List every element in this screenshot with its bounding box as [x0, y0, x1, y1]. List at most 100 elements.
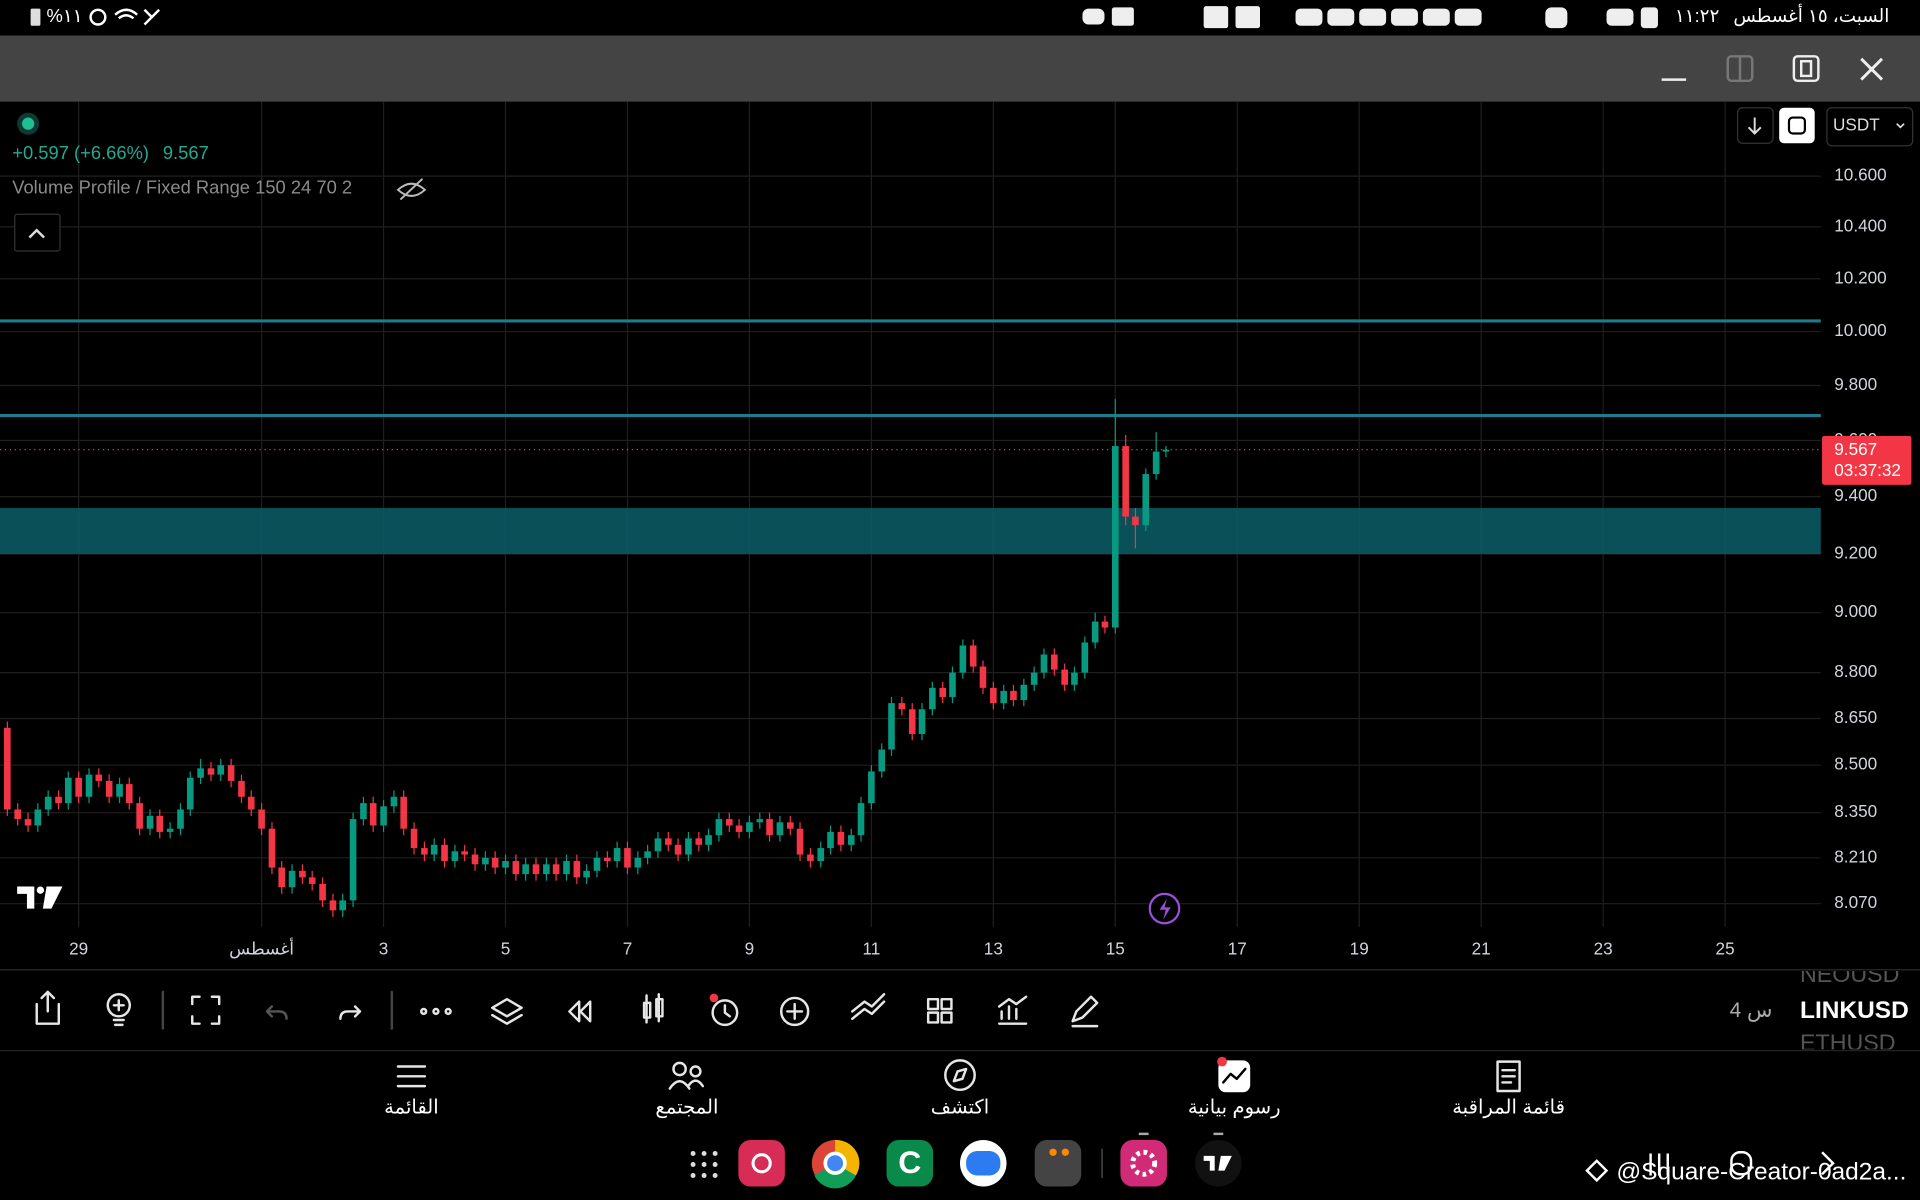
candle-body	[1162, 449, 1170, 452]
ideas-button-part[interactable]	[112, 999, 125, 1027]
alert-button[interactable]	[709, 993, 739, 1027]
nav-label[interactable]: المجتمع	[655, 1096, 718, 1118]
dock: C	[690, 1132, 1835, 1189]
layout-button-part[interactable]	[940, 997, 953, 1011]
x-tick-label: 5	[501, 939, 511, 959]
more-button-part[interactable]	[432, 1007, 440, 1016]
split-button[interactable]	[1726, 55, 1754, 83]
hide-indicator-button[interactable]	[396, 178, 427, 201]
collapse-legend-button-part[interactable]	[14, 213, 61, 252]
interval-button[interactable]: 4 س	[1730, 999, 1773, 1022]
redo-button[interactable]	[339, 1005, 362, 1020]
window-button[interactable]	[1792, 55, 1820, 83]
undo-button[interactable]	[265, 1005, 288, 1020]
draw-button-part[interactable]	[1071, 995, 1099, 1028]
candle-body	[44, 796, 52, 810]
nav-label[interactable]: القائمة	[384, 1096, 439, 1118]
nav-icons-part	[952, 1067, 968, 1083]
window-button-part[interactable]	[1792, 55, 1820, 83]
candle-body	[247, 796, 255, 810]
nav-icons-part	[668, 1079, 705, 1090]
dock-part	[1138, 1132, 1149, 1136]
status-bar: %١١ ١١:٢٢ السبت، ١٥ أغسطس	[30, 4, 1889, 29]
dock-part-part	[712, 1162, 718, 1167]
indicators-button[interactable]	[997, 995, 1028, 1025]
layout-button-part[interactable]	[940, 1011, 953, 1024]
candle-body	[1132, 516, 1139, 526]
draw-button[interactable]	[1071, 995, 1099, 1028]
close-button[interactable]	[1860, 57, 1884, 81]
download-button[interactable]	[1736, 107, 1774, 144]
currency-select-part[interactable]	[1896, 123, 1905, 129]
currency: USDT	[1833, 115, 1880, 135]
nav-label[interactable]: اكتشف	[931, 1096, 989, 1118]
currency-select[interactable]: USDT	[1826, 107, 1914, 147]
dock-part	[1213, 1132, 1224, 1136]
candle-body	[390, 796, 398, 807]
nav-label[interactable]: رسوم بيانية	[1188, 1096, 1281, 1118]
ideas-button[interactable]	[106, 993, 132, 1027]
symbol-picker[interactable]: NEOUSD LINKUSD ETHUSD	[1800, 961, 1909, 1056]
candle-body	[715, 819, 723, 836]
status-bar-part	[114, 8, 138, 20]
candle-body	[369, 803, 377, 826]
candle-body	[1071, 672, 1078, 685]
layout-button-part[interactable]	[926, 997, 940, 1011]
more-button-part[interactable]	[420, 1007, 428, 1016]
fullscreen-button[interactable]	[191, 995, 221, 1025]
chart-type-button-part[interactable]	[645, 993, 660, 1024]
indicators-button-part[interactable]	[997, 995, 1028, 1025]
redo-button-part[interactable]	[339, 1005, 362, 1020]
alert-button-part[interactable]	[723, 1004, 732, 1018]
layout-button[interactable]	[926, 997, 953, 1024]
status-bar-part	[1082, 6, 1658, 29]
add-indicator-button-part[interactable]	[786, 1002, 804, 1020]
chart-type-button[interactable]	[642, 993, 664, 1024]
layers-button-part[interactable]	[491, 997, 523, 1025]
collapse-legend-button[interactable]	[14, 213, 61, 252]
ideas-button-part[interactable]	[106, 993, 132, 1018]
compare-button[interactable]	[1779, 107, 1815, 144]
add-indicator-button[interactable]	[780, 996, 810, 1027]
dock-part	[1034, 1140, 1082, 1187]
download-button-part[interactable]	[1747, 117, 1762, 135]
candle-body	[299, 870, 306, 878]
layout-button-part[interactable]	[926, 1011, 940, 1024]
drawings-button[interactable]	[851, 993, 886, 1020]
dock-part	[738, 1140, 785, 1187]
compare-button-part[interactable]	[1779, 107, 1815, 144]
alert-button-part[interactable]	[711, 999, 739, 1027]
add-indicator-button-part[interactable]	[780, 996, 810, 1027]
more-button-part[interactable]	[444, 1007, 452, 1016]
hide-indicator-button-part[interactable]	[399, 178, 424, 201]
replay-button-part[interactable]	[568, 1000, 592, 1023]
x-tick-label: 7	[623, 939, 633, 959]
fullscreen-button-part[interactable]	[191, 995, 221, 1025]
currency-select-part[interactable]	[1826, 107, 1914, 147]
window-button-part[interactable]	[1800, 60, 1813, 78]
drawings-button-part[interactable]	[851, 993, 886, 1020]
candle-body	[258, 809, 265, 829]
candle-body	[421, 848, 428, 855]
nav-label[interactable]: قائمة المراقبة	[1452, 1096, 1565, 1118]
replay-button[interactable]	[568, 1000, 592, 1023]
close-button-part[interactable]	[1860, 57, 1884, 81]
dock-part	[1120, 1140, 1167, 1187]
collapse-legend-button-part[interactable]	[28, 228, 45, 239]
lightning-button-part[interactable]	[1159, 898, 1171, 920]
lightning-button[interactable]	[1148, 892, 1181, 925]
dock-part	[966, 1151, 1001, 1176]
nav-icons-part	[672, 1061, 687, 1077]
status-bar-part-part	[1545, 7, 1568, 29]
share-button[interactable]	[35, 990, 60, 1025]
alert-button-part[interactable]	[709, 993, 719, 1003]
candle-body	[34, 809, 42, 826]
candle-body	[878, 749, 886, 772]
undo-button-part[interactable]	[265, 1005, 288, 1020]
compare-button-part[interactable]	[1787, 116, 1806, 135]
more-button[interactable]	[420, 1007, 452, 1016]
candle-body	[400, 796, 407, 829]
share-button-part[interactable]	[35, 990, 60, 1025]
change: +0.597 (+6.66%)	[12, 142, 149, 163]
layers-button[interactable]	[491, 997, 523, 1025]
